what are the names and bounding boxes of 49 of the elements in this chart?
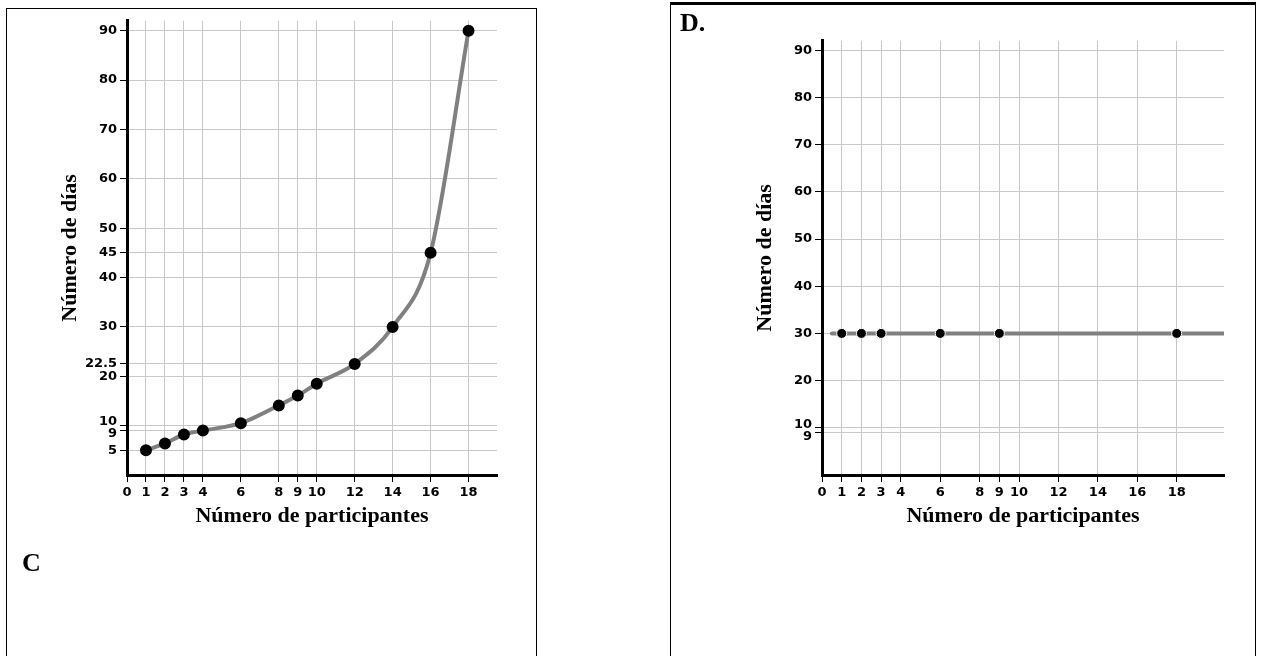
x-tick-label: 18 <box>459 484 478 500</box>
x-tick-label: 9 <box>293 484 303 500</box>
x-tick-label: 6 <box>935 484 945 500</box>
y-tick-label: 80 <box>793 88 812 104</box>
x-tick-label: 1 <box>837 484 847 500</box>
y-tick-label: 50 <box>98 219 117 235</box>
x-tick-label: 0 <box>122 484 132 500</box>
x-tick-label: 4 <box>896 484 906 500</box>
x-tick-label: 3 <box>179 484 189 500</box>
x-tick-label: 3 <box>876 484 886 500</box>
x-axis-title: Número de participantes <box>195 502 429 528</box>
x-tick-label: 16 <box>421 484 440 500</box>
y-tick-label: 50 <box>793 230 812 246</box>
x-tick-label: 8 <box>975 484 985 500</box>
x-tick-label: 12 <box>1049 484 1068 500</box>
y-tick-label: 70 <box>98 120 117 136</box>
x-tick-label: 4 <box>198 484 208 500</box>
y-tick-label: 90 <box>793 41 812 57</box>
text: C <box>22 548 41 578</box>
x-tick-label: 0 <box>817 484 827 500</box>
y-tick-label: 70 <box>793 136 812 152</box>
x-tick-label: 18 <box>1167 484 1186 500</box>
y-tick-label: 60 <box>793 183 812 199</box>
y-tick-label: 5 <box>107 441 117 457</box>
x-tick-label: 10 <box>307 484 326 500</box>
y-tick-label: 90 <box>98 22 117 38</box>
y-tick-label: 30 <box>793 324 812 340</box>
x-tick-label: 9 <box>994 484 1004 500</box>
y-tick-label: 45 <box>98 244 117 260</box>
x-tick-label: 1 <box>141 484 151 500</box>
y-tick-label: 40 <box>98 268 117 284</box>
x-tick-label: 12 <box>345 484 364 500</box>
x-tick-label: 10 <box>1010 484 1029 500</box>
x-tick-label: 6 <box>236 484 246 500</box>
x-tick-label: 2 <box>160 484 170 500</box>
y-tick-label: 60 <box>98 170 117 186</box>
text: D. <box>680 8 706 38</box>
x-tick-label: 14 <box>383 484 402 500</box>
x-axis-title: Número de participantes <box>906 502 1140 528</box>
x-tick-label: 16 <box>1128 484 1147 500</box>
y-axis-title: Número de días <box>55 173 81 322</box>
x-tick-label: 14 <box>1088 484 1107 500</box>
y-tick-label: 30 <box>98 318 117 334</box>
y-tick-label: 40 <box>793 277 812 293</box>
y-tick-label: 80 <box>98 71 117 87</box>
y-tick-label: 20 <box>793 371 812 387</box>
x-tick-label: 2 <box>856 484 866 500</box>
y-axis-title: Número de días <box>750 183 776 332</box>
x-tick-label: 8 <box>274 484 284 500</box>
